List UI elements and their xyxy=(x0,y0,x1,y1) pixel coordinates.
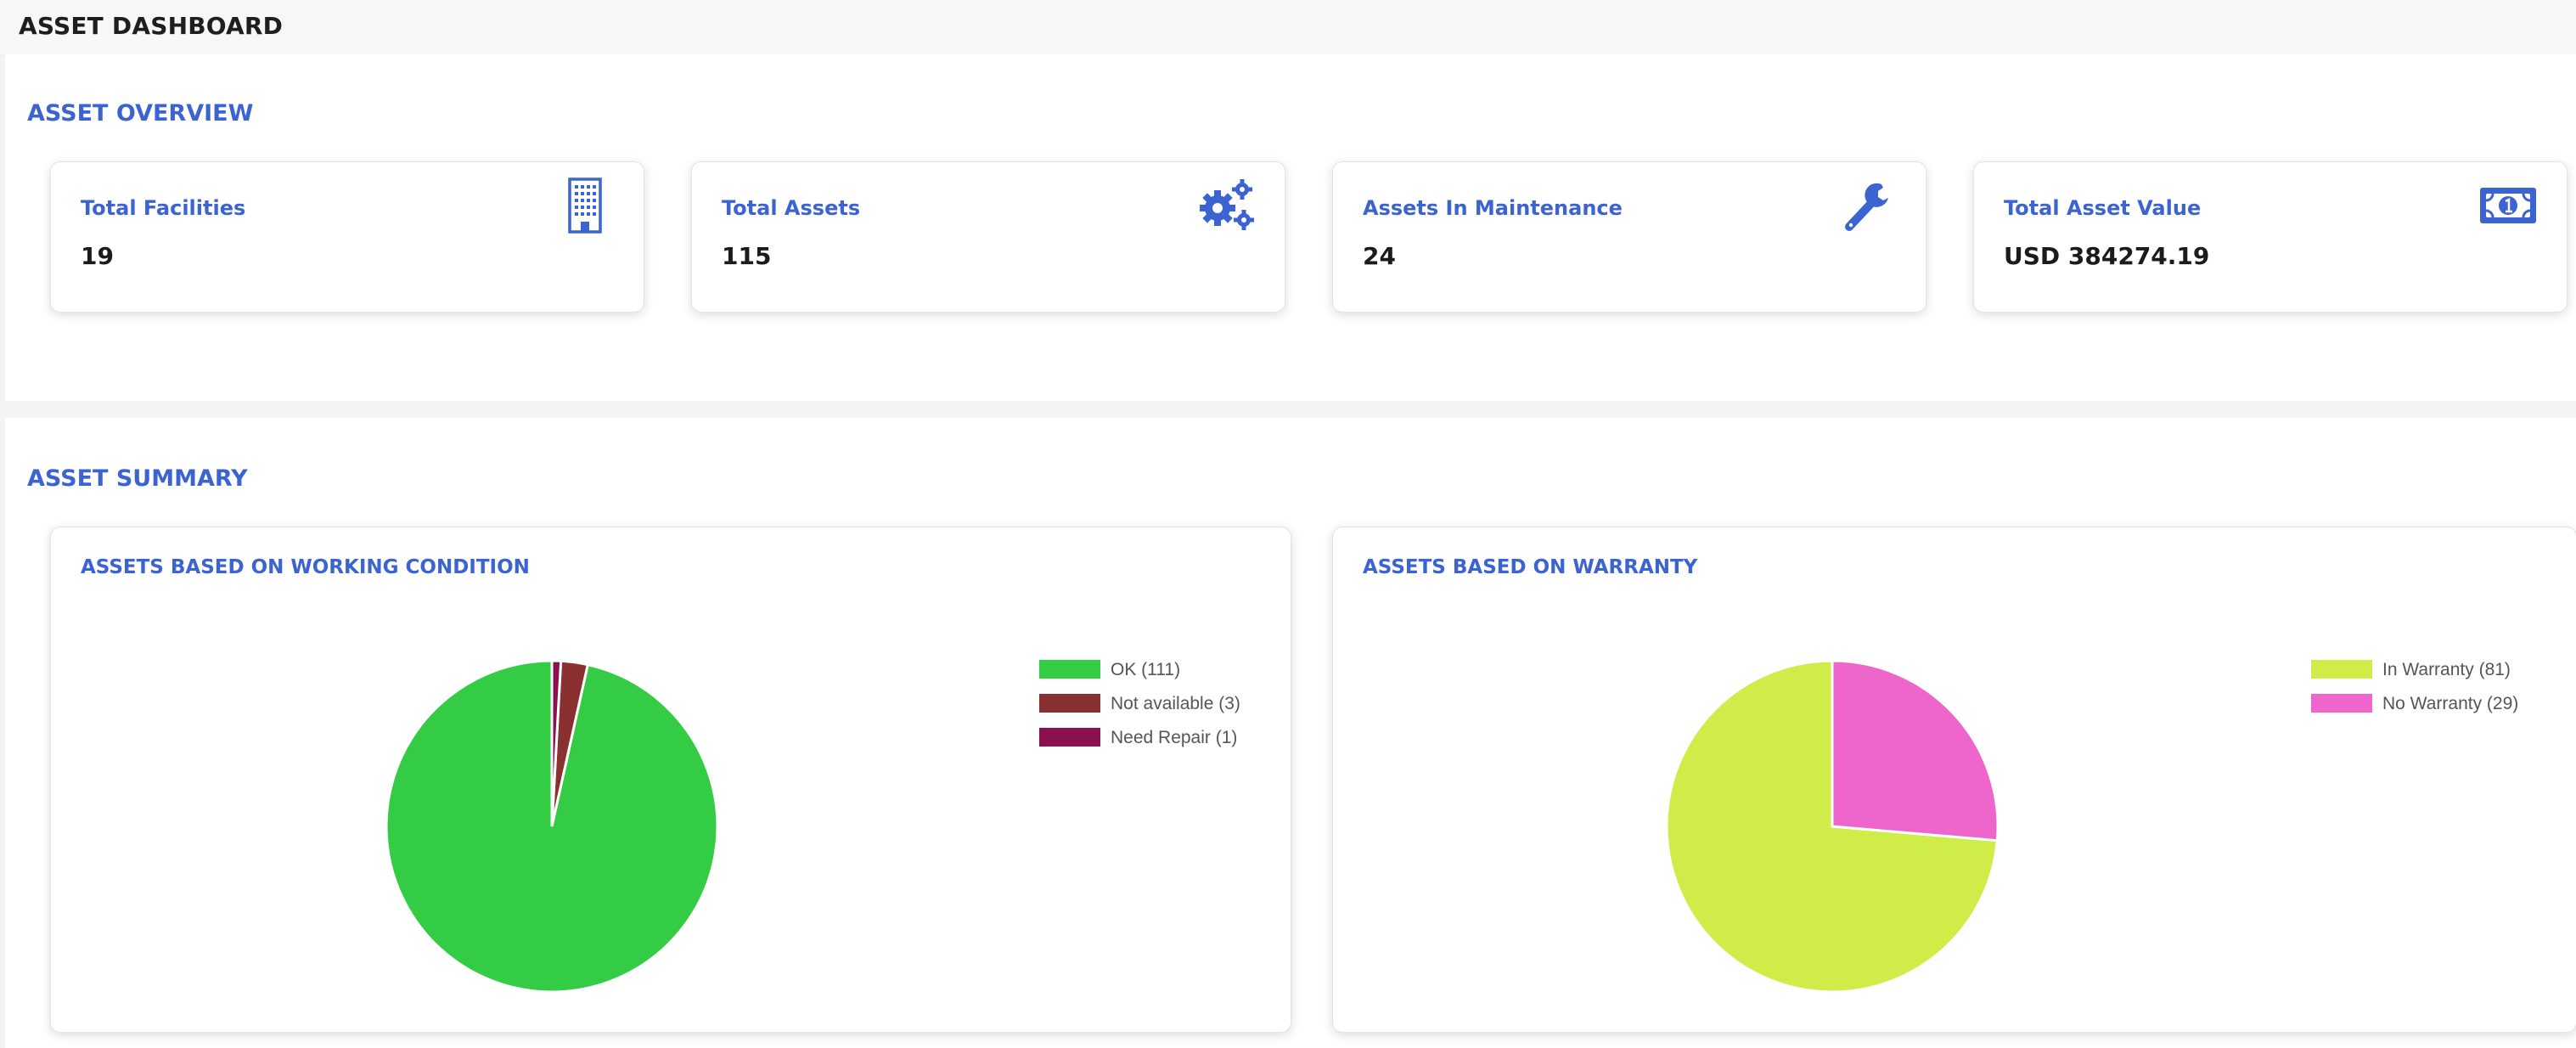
legend-label[interactable]: In Warranty (81) xyxy=(2382,660,2511,679)
card-value: 24 xyxy=(1363,242,1396,270)
working-condition-pie-chart: OK (111) Not available (3) Need Repair (1) xyxy=(385,659,1240,994)
wrench-icon xyxy=(1837,177,1897,234)
warranty-title: ASSETS BASED ON WARRANTY xyxy=(1363,556,1698,578)
card-label: Total Asset Value xyxy=(2004,196,2202,220)
legend-swatch[interactable] xyxy=(1039,660,1100,679)
pie-slice[interactable] xyxy=(1831,659,1999,842)
card-label: Assets In Maintenance xyxy=(1363,196,1623,220)
money-bill-icon xyxy=(2478,177,2538,234)
total-facilities-card[interactable]: Total Facilities 19 xyxy=(50,161,644,313)
working-condition-card: ASSETS BASED ON WORKING CONDITION OK (11… xyxy=(50,527,1291,1033)
warranty-card: ASSETS BASED ON WARRANTY In Warranty (81… xyxy=(1332,527,2576,1033)
card-value: 115 xyxy=(722,242,772,270)
working-condition-title: ASSETS BASED ON WORKING CONDITION xyxy=(81,556,530,578)
card-value: 19 xyxy=(81,242,114,270)
card-label: Total Facilities xyxy=(81,196,246,220)
asset-summary-title: ASSET SUMMARY xyxy=(27,465,248,492)
total-asset-value-card[interactable]: Total Asset Value USD 384274.19 xyxy=(1973,161,2568,313)
legend-swatch[interactable] xyxy=(2311,694,2372,713)
asset-overview-title: ASSET OVERVIEW xyxy=(27,100,254,127)
page-title: ASSET DASHBOARD xyxy=(19,12,284,40)
legend-label[interactable]: Not available (3) xyxy=(1111,694,1240,713)
legend-swatch[interactable] xyxy=(2311,660,2372,679)
asset-summary-section: ASSET SUMMARY ASSETS BASED ON WORKING CO… xyxy=(5,418,2576,1048)
asset-overview-section: ASSET OVERVIEW Total Facilities 19 xyxy=(5,54,2576,401)
top-bar: ASSET DASHBOARD xyxy=(0,0,2576,55)
pie-slice[interactable] xyxy=(550,659,563,827)
legend-label[interactable]: No Warranty (29) xyxy=(2382,694,2518,713)
legend-swatch[interactable] xyxy=(1039,694,1100,713)
total-assets-card[interactable]: Total Assets 115 xyxy=(691,161,1285,313)
legend-swatch[interactable] xyxy=(1039,728,1100,747)
gears-icon xyxy=(1196,177,1256,234)
building-icon xyxy=(555,177,615,234)
legend-label[interactable]: OK (111) xyxy=(1111,660,1180,679)
assets-in-maintenance-card[interactable]: Assets In Maintenance 24 xyxy=(1332,161,1926,313)
card-value: USD 384274.19 xyxy=(2004,242,2210,270)
warranty-pie-chart: In Warranty (81) No Warranty (29) xyxy=(1665,659,2518,994)
legend-label[interactable]: Need Repair (1) xyxy=(1111,728,1237,747)
card-label: Total Assets xyxy=(722,196,861,220)
